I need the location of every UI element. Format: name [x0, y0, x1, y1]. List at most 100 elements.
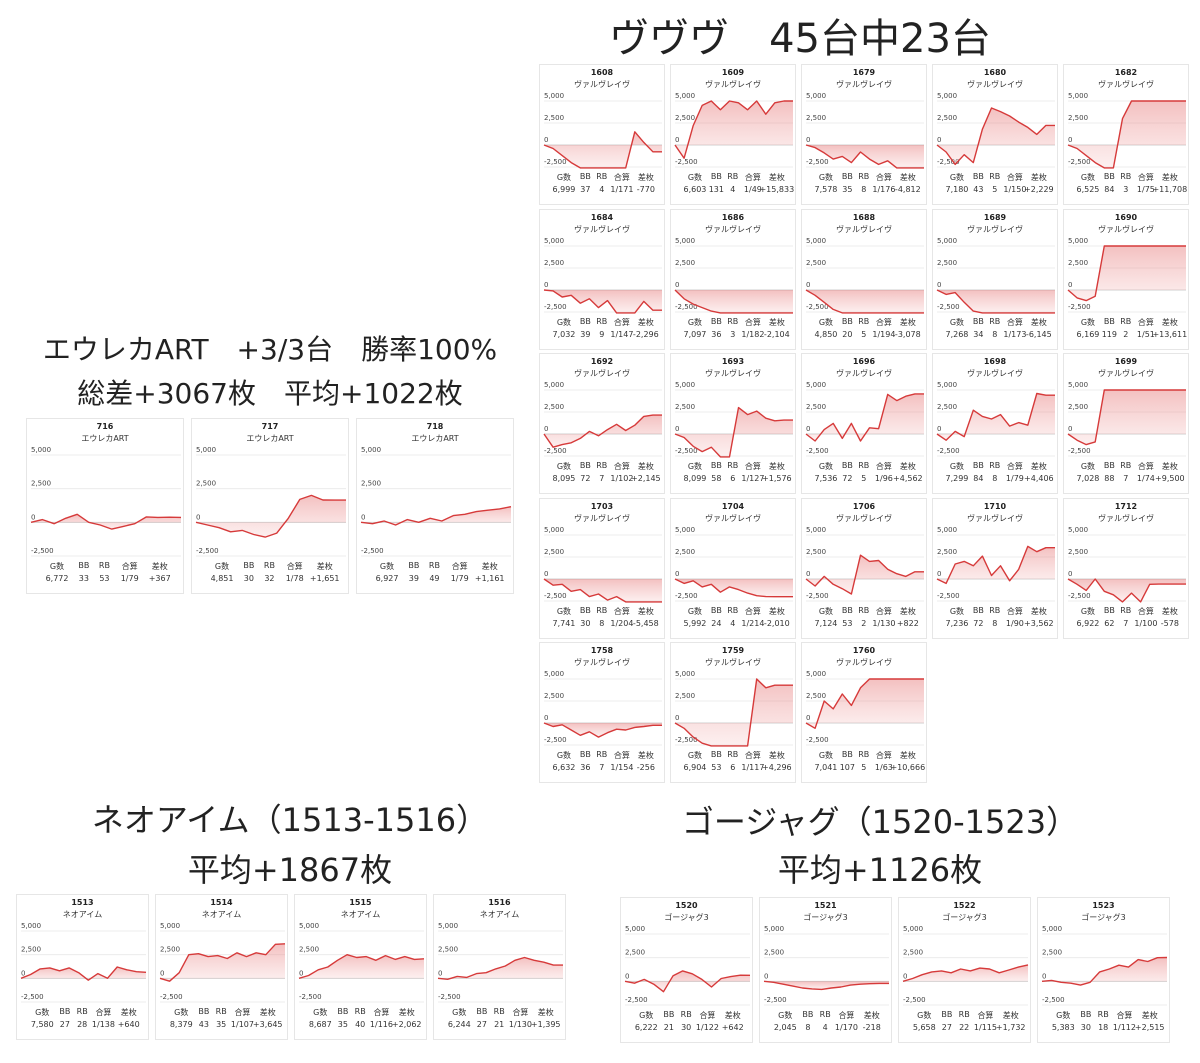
machine-name: ヴァルヴレイヴ — [705, 224, 761, 234]
stat-value-combined: 1/194 — [872, 329, 896, 339]
stat-header-games: G数 — [1080, 317, 1096, 327]
stat-header-rb: RB — [428, 561, 440, 570]
stat-value-combined: 1/96 — [874, 474, 893, 483]
stat-value-diff: +15,833 — [759, 185, 795, 194]
y-tick-label: 0 — [1068, 136, 1072, 144]
stat-header-diff: 差枚 — [259, 1008, 276, 1017]
stat-value-combined: 1/173 — [1003, 329, 1027, 339]
stat-value-diff: +13,611 — [1152, 329, 1188, 339]
y-tick-label: -2,500 — [1068, 158, 1091, 166]
y-tick-label: 0 — [764, 972, 768, 980]
machine-name: ヴァルヴレイヴ — [705, 513, 761, 523]
machine-number: 1710 — [983, 501, 1007, 511]
series-area — [196, 495, 346, 538]
y-tick-label: 2,500 — [675, 114, 695, 122]
stat-header-bb: BB — [476, 1007, 488, 1016]
y-tick-label: 5,000 — [625, 925, 645, 933]
stat-value-rb: 2 — [1123, 329, 1129, 339]
stat-value-combined: 1/79 — [120, 574, 139, 583]
stat-header-bb: BB — [710, 750, 722, 759]
stat-value-bb: 8 — [805, 1023, 811, 1032]
stat-header-combined: 合算 — [613, 751, 630, 760]
stat-header-combined: 合算 — [875, 751, 892, 760]
stat-header-diff: 差枚 — [1161, 606, 1178, 616]
stat-header-diff: 差枚 — [151, 562, 168, 571]
chart-card: 1522 ゴージャグ3 5,000 2,500 0 -2,500 G数 5,658 BB 27 RB… — [898, 897, 1031, 1043]
stat-value-bb: 39 — [580, 329, 591, 339]
stat-header-rb: RB — [1120, 172, 1132, 181]
stat-value-bb: 36 — [711, 329, 722, 339]
stat-value-bb: 30 — [1080, 1023, 1091, 1032]
y-tick-label: 2,500 — [625, 949, 645, 957]
stat-value-games: 6,904 — [683, 763, 707, 772]
chart-card: 1521 ゴージャグ3 5,000 2,500 0 -2,500 G数 2,045 BB 8 RB 4… — [759, 897, 892, 1043]
y-tick-label: -2,500 — [1068, 303, 1091, 311]
stat-value-bb: 37 — [580, 185, 591, 194]
y-tick-label: 0 — [806, 714, 810, 722]
chart-card: 716 エウレカART 5,000 2,500 0 -2,500 G数 6,772 BB 33 RB… — [26, 418, 184, 594]
y-tick-label: 2,500 — [806, 259, 826, 267]
stat-value-rb: 35 — [216, 1020, 227, 1029]
stat-value-combined: 1/182 — [741, 329, 765, 339]
stat-value-combined: 1/51 — [1136, 329, 1155, 339]
y-tick-label: 2,500 — [438, 946, 458, 954]
stat-value-diff: -770 — [636, 185, 655, 194]
stat-value-combined: 1/154 — [610, 763, 634, 772]
profit-chart: 5,000 2,500 0 -2,500 — [674, 381, 793, 458]
y-tick-label: 0 — [806, 570, 810, 578]
stat-header-bb: BB — [59, 1007, 71, 1016]
stat-value-rb: 49 — [429, 574, 440, 583]
series-area — [1068, 578, 1186, 602]
stat-header-rb: RB — [596, 750, 608, 759]
series-line — [936, 545, 1055, 584]
series-line — [360, 506, 512, 526]
stat-value-diff: -4,812 — [894, 185, 921, 194]
stat-header-bb: BB — [579, 316, 591, 326]
stat-header-games: G数 — [1080, 462, 1096, 471]
y-tick-label: 5,000 — [675, 526, 695, 534]
stat-header-bb: BB — [408, 561, 420, 570]
stat-header-diff: 差枚 — [1030, 462, 1047, 471]
series-area — [937, 289, 1055, 313]
stat-value-bb: 119 — [1101, 329, 1117, 339]
stat-header-combined: 合算 — [1137, 606, 1154, 616]
series-area — [160, 943, 285, 982]
y-tick-label: 2,500 — [806, 114, 826, 122]
y-tick-label: 2,500 — [299, 946, 319, 954]
y-tick-label: 0 — [675, 136, 679, 144]
profit-chart: 5,000 2,500 0 -2,500 — [195, 446, 346, 557]
series-line — [1067, 100, 1186, 169]
y-tick-label: 0 — [1068, 281, 1072, 289]
y-tick-label: 5,000 — [1068, 381, 1088, 389]
machine-name: ヴァルヴレイヴ — [574, 658, 630, 667]
y-tick-label: -2,500 — [160, 993, 183, 1001]
stat-header-diff: 差枚 — [1030, 606, 1047, 616]
series-line — [674, 100, 793, 159]
y-tick-label: 2,500 — [544, 403, 564, 411]
profit-chart: 5,000 2,500 0 -2,500 — [543, 381, 662, 457]
eureka-heading-line2: 総差+3067枚 平均+1022枚 — [77, 377, 463, 410]
stat-value-games: 7,028 — [1076, 474, 1100, 483]
series-line — [1067, 389, 1186, 446]
stat-header-games: G数 — [949, 317, 965, 327]
y-tick-label: 5,000 — [1042, 925, 1062, 933]
stat-value-diff: +640 — [117, 1020, 140, 1029]
chart-card: 1520 ゴージャグ3 5,000 2,500 0 -2,500 G数 6,222 BB 21 RB… — [620, 897, 753, 1043]
series-area — [806, 393, 924, 441]
stat-value-rb: 40 — [355, 1020, 366, 1029]
stat-header-bb: BB — [841, 172, 853, 181]
y-tick-label: -2,500 — [544, 592, 567, 600]
y-tick-label: 0 — [438, 969, 442, 977]
y-tick-label: 2,500 — [361, 480, 381, 488]
chart-card: 1690 ヴァルヴレイヴ 5,000 2,500 0 -2,500 G数 6,169 BB 119… — [1063, 208, 1189, 350]
y-tick-label: 5,000 — [544, 92, 564, 100]
y-tick-label: -2,500 — [21, 993, 44, 1001]
stat-value-rb: 28 — [77, 1020, 88, 1029]
chart-card: 1706 ヴァルヴレイヴ 5,000 2,500 0 -2,500 G数 7,124 BB 53 R… — [801, 497, 927, 639]
stat-value-games: 7,578 — [814, 185, 838, 194]
stat-header-combined: 合算 — [977, 1011, 994, 1020]
series-area — [806, 554, 924, 594]
profit-chart: 5,000 2,500 0 -2,500 — [763, 925, 889, 1006]
stat-header-bb: BB — [841, 316, 853, 326]
y-tick-label: 2,500 — [903, 949, 923, 957]
